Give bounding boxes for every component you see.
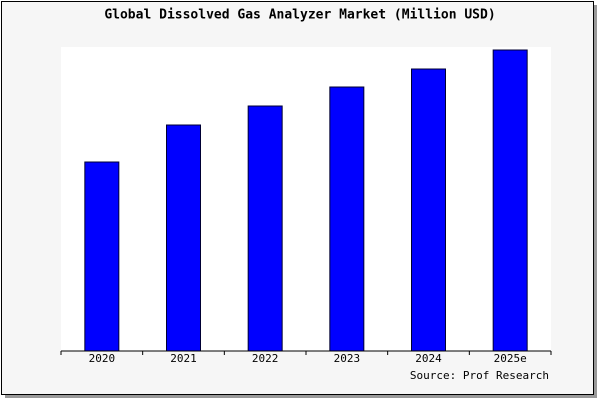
x-tick-label: 2022 <box>252 352 279 365</box>
bar <box>166 124 201 352</box>
x-tick-label: 2024 <box>415 352 442 365</box>
x-tick-label: 2021 <box>170 352 197 365</box>
bar <box>329 86 365 352</box>
x-tick-label: 2023 <box>334 352 361 365</box>
chart-title: Global Dissolved Gas Analyzer Market (Mi… <box>104 8 495 23</box>
x-tick-label: 2020 <box>89 352 116 365</box>
bar <box>492 49 528 352</box>
source-note: Source: Prof Research <box>410 369 549 382</box>
bar <box>247 105 283 352</box>
bar <box>84 161 120 352</box>
bar <box>411 68 446 352</box>
plot-area <box>61 47 551 351</box>
x-tick-label: 2025e <box>494 352 527 365</box>
